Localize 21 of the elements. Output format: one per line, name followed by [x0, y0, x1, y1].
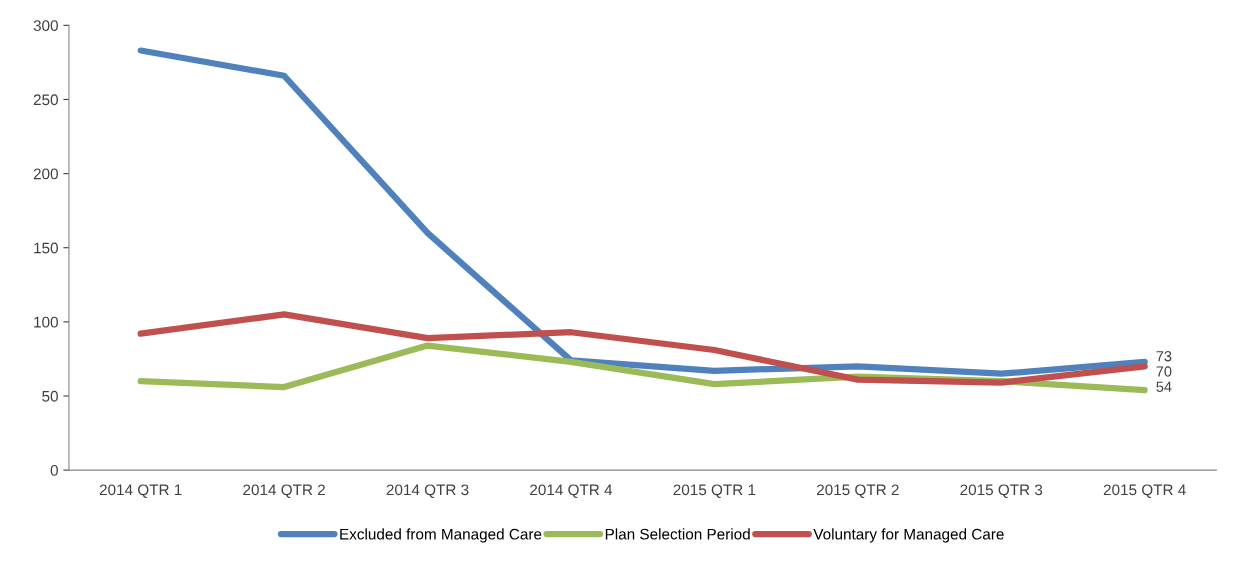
data-label: 54 — [1156, 381, 1172, 392]
y-tick-label: 50 — [42, 390, 58, 402]
x-tick-label: 2014 QTR 2 — [243, 484, 325, 498]
y-tick-label: 200 — [33, 168, 58, 180]
y-tick-label: 300 — [33, 20, 58, 32]
x-tick-label: 2014 QTR 4 — [530, 484, 613, 498]
legend-label: Voluntary for Managed Care — [813, 528, 1004, 543]
x-tick-label: 2015 QTR 3 — [960, 484, 1043, 498]
x-tick-label: 2015 QTR 4 — [1103, 484, 1186, 498]
x-tick-label: 2014 QTR 3 — [386, 484, 469, 498]
x-tick-label: 2015 QTR 2 — [816, 484, 899, 498]
legend-label: Plan Selection Period — [605, 528, 750, 540]
legend-label: Excluded from Managed Care — [340, 528, 542, 543]
data-label: 70 — [1156, 366, 1172, 377]
y-tick-label: 150 — [34, 242, 58, 254]
data-label: 73 — [1156, 351, 1172, 362]
y-tick-label: 100 — [34, 316, 58, 328]
x-tick-label: 2014 QTR 1 — [99, 484, 182, 498]
x-tick-label: 2015 QTR 1 — [673, 484, 756, 498]
y-tick-label: 0 — [50, 464, 58, 476]
y-tick-label: 250 — [33, 94, 58, 106]
